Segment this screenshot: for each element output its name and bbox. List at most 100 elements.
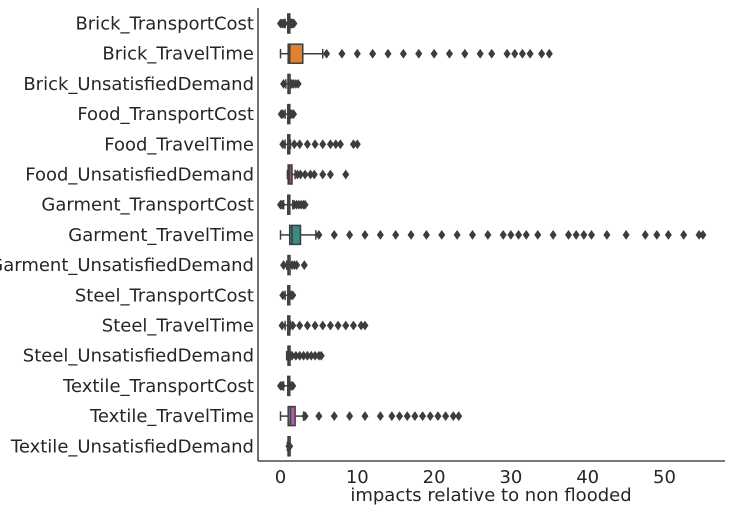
x-tick-label: 0 bbox=[275, 467, 286, 488]
y-tick-labels: Brick_TransportCost Brick_TravelTime Brick… bbox=[0, 14, 254, 458]
axes-layer bbox=[257, 8, 725, 462]
outlier-point bbox=[289, 290, 297, 301]
y-tick-label: Brick_TravelTime bbox=[102, 44, 254, 65]
y-tick-label: Food_TravelTime bbox=[104, 134, 254, 155]
x-tick-label: 30 bbox=[499, 467, 522, 488]
outlier-point bbox=[549, 230, 557, 240]
outlier-point bbox=[449, 411, 457, 421]
outlier-point bbox=[361, 230, 369, 240]
outlier-point bbox=[361, 320, 369, 331]
outlier-point bbox=[317, 350, 325, 361]
box-Brick_TravelTime bbox=[279, 43, 553, 64]
outlier-point bbox=[293, 260, 301, 270]
outlier-point bbox=[384, 48, 392, 59]
box-Steel_TravelTime bbox=[278, 315, 369, 336]
outlier-point bbox=[603, 230, 611, 240]
outlier-point bbox=[346, 230, 354, 240]
outlier-point bbox=[326, 169, 334, 180]
outlier-point bbox=[476, 48, 484, 59]
outlier-point bbox=[518, 48, 526, 59]
outlier-point bbox=[342, 320, 350, 331]
outlier-point bbox=[484, 230, 492, 240]
box-Textile_UnsatisfiedDemand bbox=[285, 436, 294, 457]
y-tick-label: Textile_UnsatisfiedDemand bbox=[10, 436, 254, 457]
box-Food_TransportCost bbox=[277, 103, 298, 125]
outlier-point bbox=[507, 230, 515, 240]
outlier-point bbox=[346, 411, 354, 421]
outlier-point bbox=[399, 48, 407, 59]
outlier-point bbox=[278, 199, 286, 210]
outlier-point bbox=[311, 139, 319, 150]
outlier-point bbox=[290, 139, 298, 150]
outlier-point bbox=[419, 411, 427, 421]
outlier-point bbox=[526, 48, 534, 59]
outlier-point bbox=[280, 79, 288, 89]
outlier-point bbox=[289, 320, 297, 331]
outlier-point bbox=[286, 441, 294, 452]
outlier-point bbox=[296, 169, 304, 180]
box-iqr bbox=[288, 224, 302, 246]
x-tick-label: 40 bbox=[576, 467, 599, 488]
outlier-point bbox=[323, 48, 331, 59]
outlier-point bbox=[434, 411, 442, 421]
outlier-point bbox=[280, 18, 288, 29]
outlier-point bbox=[301, 169, 309, 180]
box-Steel_UnsatisfiedDemand bbox=[285, 345, 325, 366]
outlier-point bbox=[453, 230, 461, 240]
outlier-point bbox=[326, 320, 334, 331]
outlier-point bbox=[388, 411, 396, 421]
outlier-point bbox=[580, 230, 588, 240]
box-Steel_TransportCost bbox=[279, 285, 297, 306]
outlier-point bbox=[319, 320, 327, 331]
y-tick-label: Steel_TransportCost bbox=[75, 285, 254, 306]
box-Brick_UnsatisfiedDemand bbox=[280, 73, 302, 95]
outlier-point bbox=[461, 48, 469, 59]
x-tick-label: 50 bbox=[653, 467, 676, 488]
outlier-point bbox=[515, 230, 523, 240]
outlier-point bbox=[426, 411, 434, 421]
outlier-point bbox=[349, 320, 357, 331]
outlier-point bbox=[330, 411, 338, 421]
outlier-point bbox=[415, 48, 423, 59]
box-Garment_UnsatisfiedDemand bbox=[280, 254, 308, 276]
y-tick-label: Textile_TransportCost bbox=[62, 376, 254, 397]
outlier-point bbox=[455, 411, 463, 421]
outlier-point bbox=[622, 230, 630, 240]
outlier-point bbox=[353, 48, 361, 59]
outlier-point bbox=[315, 230, 323, 240]
outlier-point bbox=[545, 48, 553, 59]
box-iqr bbox=[287, 164, 293, 185]
outlier-point bbox=[438, 230, 446, 240]
outlier-point bbox=[290, 18, 298, 29]
outlier-point bbox=[488, 48, 496, 59]
outlier-point bbox=[442, 411, 450, 421]
outlier-point bbox=[310, 169, 318, 180]
x-tick-label: 20 bbox=[423, 467, 446, 488]
y-tick-label: Brick_TransportCost bbox=[75, 14, 254, 35]
outlier-point bbox=[468, 230, 477, 240]
outlier-point bbox=[330, 230, 338, 240]
outlier-point bbox=[653, 230, 661, 240]
outlier-point bbox=[279, 139, 287, 150]
outlier-point bbox=[315, 411, 323, 421]
outlier-point bbox=[334, 320, 342, 331]
outlier-point bbox=[511, 48, 519, 59]
outlier-point bbox=[392, 230, 400, 240]
outlier-point bbox=[303, 320, 311, 331]
outlier-point bbox=[411, 411, 419, 421]
outlier-point bbox=[376, 230, 384, 240]
y-tick-label: Garment_UnsatisfiedDemand bbox=[0, 255, 254, 276]
outlier-point bbox=[296, 320, 304, 331]
outlier-point bbox=[319, 169, 327, 180]
y-tick-label: Brick_UnsatisfiedDemand bbox=[23, 74, 254, 95]
outlier-point bbox=[289, 381, 297, 391]
outlier-point bbox=[296, 139, 304, 150]
y-tick-label: Steel_UnsatisfiedDemand bbox=[23, 346, 254, 367]
outlier-point bbox=[407, 230, 415, 240]
box-Brick_TransportCost bbox=[276, 13, 298, 34]
x-axis-title: impacts relative to non flooded bbox=[350, 485, 631, 506]
box-iqr bbox=[287, 43, 304, 64]
x-tick-label: 10 bbox=[346, 467, 369, 488]
outlier-point bbox=[342, 169, 350, 180]
